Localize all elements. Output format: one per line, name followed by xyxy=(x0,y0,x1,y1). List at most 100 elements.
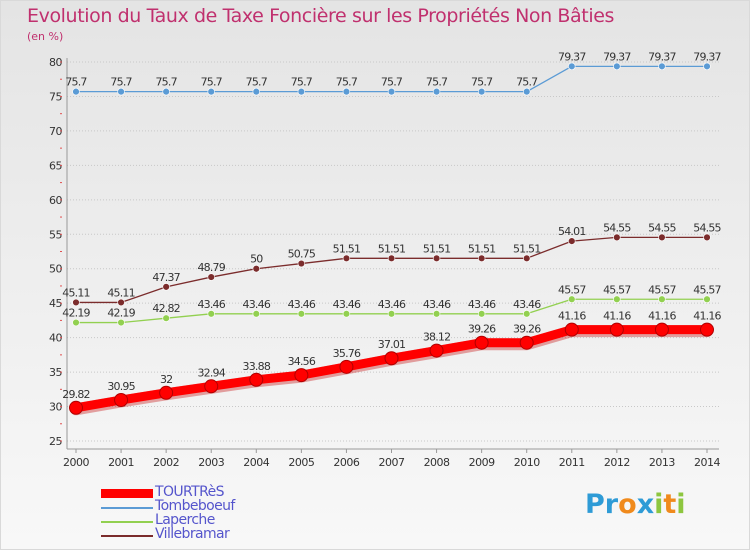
data-label-TOURTRèS-2012: 41.16 xyxy=(603,310,631,323)
data-label-Tombeboeuf-2012: 79.37 xyxy=(603,50,631,63)
data-label-Villebramar-2005: 50.75 xyxy=(288,248,316,261)
data-label-Tombeboeuf-2014: 79.37 xyxy=(693,50,721,63)
data-label-Tombeboeuf-2004: 75.7 xyxy=(246,76,268,89)
data-label-TOURTRèS-2014: 41.16 xyxy=(693,310,721,323)
x-tick-label-2006: 2006 xyxy=(333,456,359,469)
data-label-TOURTRèS-2010: 39.26 xyxy=(513,323,541,336)
data-label-TOURTRèS-2013: 41.16 xyxy=(648,310,676,323)
series-point-Villebramar-2008 xyxy=(432,254,441,263)
data-label-Laperche-2002: 42.82 xyxy=(152,302,180,315)
data-label-Villebramar-2008: 51.51 xyxy=(423,242,451,255)
x-tick-label-2011: 2011 xyxy=(559,456,585,469)
data-label-Laperche-2008: 43.46 xyxy=(423,298,451,311)
series-point-TOURTRèS-2010 xyxy=(519,335,534,350)
series-point-Laperche-2005 xyxy=(297,310,306,318)
data-label-Laperche-2001: 42.19 xyxy=(107,307,135,320)
series-point-Tombeboeuf-2009 xyxy=(477,87,486,96)
series-point-Laperche-2002 xyxy=(162,314,170,322)
series-point-Tombeboeuf-2011 xyxy=(568,62,576,71)
series-point-Villebramar-2012 xyxy=(613,233,621,242)
series-point-Tombeboeuf-2004 xyxy=(252,87,260,96)
x-tick-label-2010: 2010 xyxy=(514,456,540,469)
x-tick-label-2013: 2013 xyxy=(649,456,675,469)
x-tick-label-2005: 2005 xyxy=(288,456,314,469)
series-point-Laperche-2012 xyxy=(613,295,621,303)
series-point-Laperche-2000 xyxy=(72,318,80,327)
data-label-Villebramar-2011: 54.01 xyxy=(558,225,586,238)
series-point-TOURTRèS-2013 xyxy=(654,322,669,337)
y-tick-label-60: 60 xyxy=(49,194,62,207)
data-label-Laperche-2013: 45.57 xyxy=(648,283,676,296)
data-label-Villebramar-2001: 45.11 xyxy=(107,286,135,299)
data-label-Villebramar-2006: 51.51 xyxy=(333,242,361,255)
y-tick-label-50: 50 xyxy=(49,263,62,276)
series-point-Villebramar-2004 xyxy=(252,265,260,273)
legend-swatch xyxy=(101,489,153,498)
data-label-Laperche-2000: 42.19 xyxy=(62,307,90,320)
proxiti-logo: Proxiti xyxy=(585,489,686,520)
data-label-Villebramar-2004: 50 xyxy=(250,253,263,266)
series-point-Laperche-2009 xyxy=(477,310,486,318)
x-tick-label-2012: 2012 xyxy=(604,456,630,469)
series-point-Tombeboeuf-2000 xyxy=(72,87,80,96)
data-label-Villebramar-2014: 54.55 xyxy=(693,221,721,234)
x-tick-label-2014: 2014 xyxy=(694,456,720,469)
logo-letter: r xyxy=(604,489,619,520)
series-point-TOURTRèS-2006 xyxy=(339,359,354,374)
series-point-Tombeboeuf-2010 xyxy=(523,87,531,96)
legend-swatch xyxy=(101,507,153,509)
data-label-Tombeboeuf-2013: 79.37 xyxy=(648,50,676,63)
logo-letter: i xyxy=(654,489,664,520)
data-label-Laperche-2006: 43.46 xyxy=(333,298,361,311)
series-point-Tombeboeuf-2006 xyxy=(342,87,351,96)
series-point-Laperche-2001 xyxy=(117,318,125,327)
data-label-TOURTRèS-2011: 41.16 xyxy=(558,310,586,323)
y-tick-label-45: 45 xyxy=(49,297,62,310)
series-point-Villebramar-2013 xyxy=(658,233,666,242)
series-point-TOURTRèS-2004 xyxy=(249,372,264,387)
series-point-TOURTRèS-2009 xyxy=(474,335,489,350)
x-tick-label-2004: 2004 xyxy=(243,456,269,469)
data-label-Villebramar-2002: 47.37 xyxy=(152,271,180,284)
series-point-Villebramar-2007 xyxy=(387,254,396,263)
series-point-Tombeboeuf-2002 xyxy=(162,87,170,96)
series-point-Tombeboeuf-2012 xyxy=(613,62,621,71)
data-label-TOURTRèS-2000: 29.82 xyxy=(62,388,90,401)
x-tick-label-2002: 2002 xyxy=(153,456,179,469)
data-label-Laperche-2009: 43.46 xyxy=(468,298,496,311)
y-tick-label-35: 35 xyxy=(49,366,62,379)
logo-letter: i xyxy=(676,489,686,520)
series-point-Laperche-2003 xyxy=(207,310,215,318)
series-point-Laperche-2008 xyxy=(432,310,441,318)
series-point-Villebramar-2009 xyxy=(477,254,486,263)
series-point-Laperche-2004 xyxy=(252,310,260,318)
data-label-TOURTRèS-2002: 32 xyxy=(160,373,172,386)
series-point-TOURTRèS-2008 xyxy=(429,343,444,358)
series-point-Villebramar-2014 xyxy=(703,233,711,242)
data-label-Tombeboeuf-2001: 75.7 xyxy=(110,76,132,89)
legend-swatch xyxy=(101,535,153,537)
x-tick-label-2000: 2000 xyxy=(63,456,89,469)
series-point-Tombeboeuf-2005 xyxy=(297,87,306,96)
x-tick-label-2009: 2009 xyxy=(469,456,495,469)
data-label-Laperche-2014: 45.57 xyxy=(693,283,721,296)
legend-swatch xyxy=(101,521,153,523)
axis-layer: 25 30 35 40 45 50 55 60 65 70 75 80 2000 2001 2002 2003… xyxy=(49,56,721,469)
data-label-TOURTRèS-2001: 30.95 xyxy=(107,380,135,393)
data-label-TOURTRèS-2005: 34.56 xyxy=(288,355,316,368)
data-label-Villebramar-2012: 54.55 xyxy=(603,221,631,234)
data-label-Tombeboeuf-2011: 79.37 xyxy=(558,50,586,63)
y-tick-label-75: 75 xyxy=(49,90,62,103)
series-point-TOURTRèS-2003 xyxy=(204,379,219,394)
series-point-Laperche-2006 xyxy=(342,310,351,318)
series-point-Laperche-2010 xyxy=(523,310,531,318)
legend-label: TOURTRèS xyxy=(155,484,224,500)
data-label-Laperche-2003: 43.46 xyxy=(197,298,225,311)
series-point-Villebramar-2003 xyxy=(207,273,215,281)
y-tick-label-25: 25 xyxy=(49,435,62,448)
chart-title: Evolution du Taux de Taxe Foncière sur l… xyxy=(27,5,615,27)
data-label-Villebramar-2000: 45.11 xyxy=(62,286,90,299)
data-label-Laperche-2007: 43.46 xyxy=(378,298,406,311)
y-tick-label-30: 30 xyxy=(49,401,62,414)
